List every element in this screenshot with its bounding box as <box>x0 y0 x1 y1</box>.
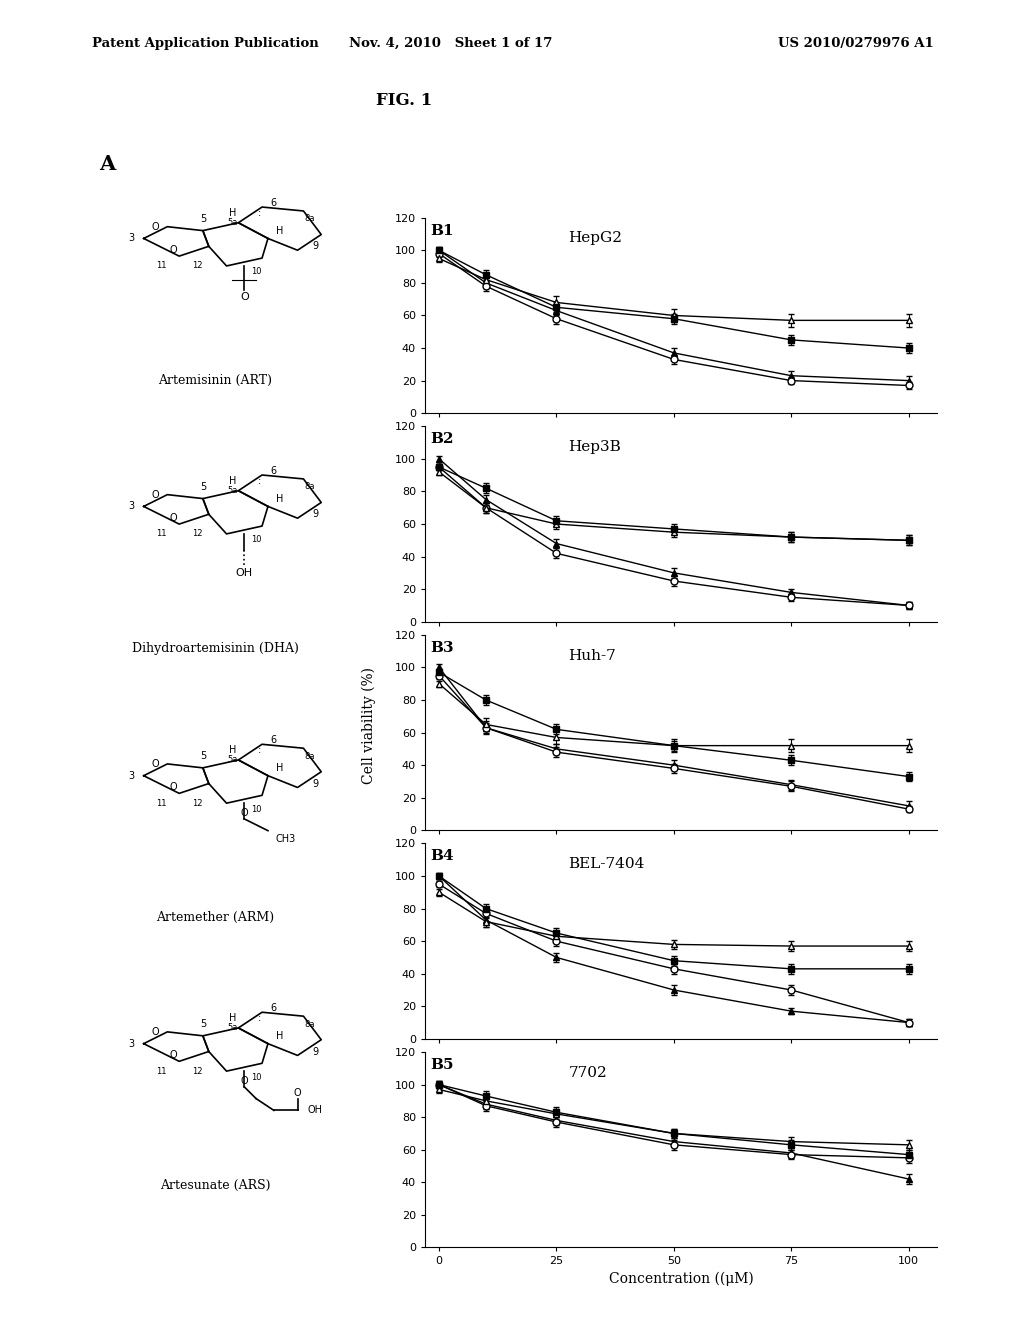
Text: 8a: 8a <box>304 751 314 760</box>
Text: O: O <box>169 783 177 792</box>
Text: O: O <box>169 246 177 255</box>
Text: Huh-7: Huh-7 <box>568 648 616 663</box>
Text: Artesunate (ARS): Artesunate (ARS) <box>160 1179 270 1192</box>
Text: Cell viability (%): Cell viability (%) <box>361 668 376 784</box>
Text: 10: 10 <box>251 268 261 276</box>
Text: OH: OH <box>308 1105 323 1115</box>
Text: 3: 3 <box>129 234 135 243</box>
Text: 12: 12 <box>191 799 202 808</box>
Text: 9: 9 <box>312 1047 318 1056</box>
Text: :: : <box>257 209 261 218</box>
Text: O: O <box>152 1027 160 1038</box>
Text: H: H <box>276 226 284 235</box>
Text: 3: 3 <box>129 771 135 780</box>
Text: O: O <box>241 808 248 818</box>
Text: :: : <box>257 1014 261 1023</box>
Text: 5a: 5a <box>227 486 238 495</box>
Text: 8a: 8a <box>304 1019 314 1028</box>
Text: H: H <box>228 746 237 755</box>
Text: Patent Application Publication: Patent Application Publication <box>92 37 318 50</box>
Text: CH3: CH3 <box>275 833 296 843</box>
Text: H: H <box>276 494 284 503</box>
Text: 5: 5 <box>200 751 206 762</box>
Text: O: O <box>241 1076 248 1086</box>
Text: O: O <box>152 490 160 500</box>
Text: 10: 10 <box>251 805 261 813</box>
Text: 5: 5 <box>200 214 206 224</box>
Text: O: O <box>169 513 177 523</box>
Text: 9: 9 <box>312 779 318 788</box>
Text: 7702: 7702 <box>568 1065 607 1080</box>
Text: 5a: 5a <box>227 755 238 764</box>
Text: 11: 11 <box>157 799 167 808</box>
Text: 5a: 5a <box>227 218 238 227</box>
Text: 12: 12 <box>191 529 202 539</box>
Text: 9: 9 <box>312 242 318 251</box>
Text: OH: OH <box>236 568 253 578</box>
Text: 6: 6 <box>270 1003 276 1014</box>
Text: :: : <box>257 746 261 755</box>
Text: 3: 3 <box>129 502 135 511</box>
Text: 10: 10 <box>251 1073 261 1081</box>
Text: H: H <box>276 763 284 772</box>
Text: US 2010/0279976 A1: US 2010/0279976 A1 <box>778 37 934 50</box>
Text: Nov. 4, 2010   Sheet 1 of 17: Nov. 4, 2010 Sheet 1 of 17 <box>349 37 552 50</box>
Text: B3: B3 <box>430 640 454 655</box>
Text: 12: 12 <box>191 1067 202 1076</box>
Text: B1: B1 <box>430 223 454 238</box>
Text: H: H <box>228 477 237 486</box>
Text: H: H <box>228 209 237 218</box>
Text: 11: 11 <box>157 529 167 539</box>
Text: Artemether (ARM): Artemether (ARM) <box>156 911 274 924</box>
Text: 6: 6 <box>270 466 276 477</box>
Text: FIG. 1: FIG. 1 <box>377 92 432 110</box>
X-axis label: Concentration ((μM): Concentration ((μM) <box>608 1272 754 1287</box>
Text: 11: 11 <box>157 1067 167 1076</box>
Text: Artemisinin (ART): Artemisinin (ART) <box>158 374 272 387</box>
Text: O: O <box>294 1088 301 1098</box>
Text: 11: 11 <box>157 261 167 271</box>
Text: 12: 12 <box>191 261 202 271</box>
Text: H: H <box>276 1031 284 1040</box>
Text: 5a: 5a <box>227 1023 238 1032</box>
Text: 3: 3 <box>129 1039 135 1048</box>
Text: 8a: 8a <box>304 214 314 223</box>
Text: B4: B4 <box>430 849 454 863</box>
Text: 5: 5 <box>200 482 206 492</box>
Text: O: O <box>152 222 160 232</box>
Text: B5: B5 <box>430 1057 454 1072</box>
Text: 9: 9 <box>312 510 318 519</box>
Text: Dihydroartemisinin (DHA): Dihydroartemisinin (DHA) <box>132 642 298 655</box>
Text: BEL-7404: BEL-7404 <box>568 857 645 871</box>
Text: 5: 5 <box>200 1019 206 1030</box>
Text: :: : <box>257 477 261 486</box>
Text: H: H <box>228 1014 237 1023</box>
Text: 6: 6 <box>270 198 276 209</box>
Text: B2: B2 <box>430 432 454 446</box>
Text: O: O <box>152 759 160 770</box>
Text: 8a: 8a <box>304 482 314 491</box>
Text: HepG2: HepG2 <box>568 231 623 246</box>
Text: A: A <box>99 154 116 174</box>
Text: 10: 10 <box>251 536 261 544</box>
Text: O: O <box>240 292 249 302</box>
Text: O: O <box>169 1051 177 1060</box>
Text: 6: 6 <box>270 735 276 746</box>
Text: Hep3B: Hep3B <box>568 440 622 454</box>
